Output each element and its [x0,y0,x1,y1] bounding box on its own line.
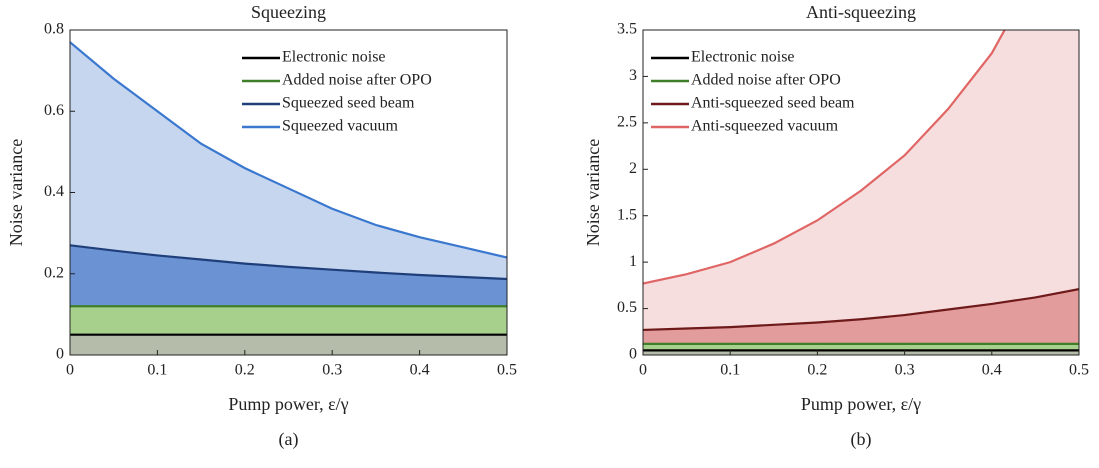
y-tick-label: 0.6 [44,102,64,119]
y-tick-label: 0.4 [44,183,64,200]
panel: 0 0.2 0.4 0.6 0.8 0 0.1 0.2 0.3 0.4 0.5 Squeezing Pu… [6,2,517,450]
y-tick-label: 1 [629,253,637,270]
x-tick-label: 0 [639,362,647,379]
y-axis-label: Noise variance [6,139,26,246]
caption: (b) [851,429,872,450]
y-tick-label: 0.5 [617,299,637,316]
legend-label: Added noise after OPO [691,72,841,89]
x-tick-label: 0.2 [235,362,255,379]
legend-label: Anti-squeezed seed beam [691,95,855,112]
area-fill [643,30,1079,330]
panel: 0 0.5 1 1.5 2 2.5 3 3.5 0 0.1 0.2 0.3 0.4 0.5 Anti-squ… [583,2,1089,450]
legend-label: Anti-squeezed vacuum [691,118,839,135]
legend-label: Electronic noise [691,49,795,66]
area-fill [70,306,507,335]
chart-title: Anti-squeezing [806,2,916,22]
plot-area [70,41,507,355]
series-line [70,41,507,259]
x-axis-label: Pump power, ε/γ [228,394,348,414]
area-fill [70,245,507,307]
series-line [643,287,1079,332]
caption: (a) [279,429,299,450]
y-tick-label: 2 [629,160,637,177]
legend-label: Electronic noise [282,49,386,66]
legend-label: Squeezed seed beam [282,95,415,112]
area-fill [643,350,1079,355]
x-tick-label: 0.5 [497,362,517,379]
y-axis-label: Noise variance [583,139,603,246]
x-tick-label: 0.3 [895,362,915,379]
series-line [70,244,507,281]
series-line [643,30,1006,285]
x-tick-label: 0.2 [807,362,827,379]
area-fill [70,42,507,280]
y-tick-label: 0.2 [44,264,64,281]
x-tick-label: 0.3 [322,362,342,379]
y-tick-label: 0 [56,346,64,363]
x-tick-label: 0.1 [720,362,740,379]
y-tick-label: 3.5 [617,21,637,38]
y-tick-label: 2.5 [617,114,637,131]
y-tick-label: 1.5 [617,206,637,223]
area-fill [643,289,1079,344]
x-tick-label: 0 [66,362,74,379]
plot-frame [642,29,1080,356]
x-tick-label: 0.5 [1069,362,1089,379]
x-tick-label: 0.4 [982,362,1002,379]
area-fill [643,343,1079,351]
x-tick-label: 0.4 [410,362,430,379]
chart-title: Squeezing [251,2,326,22]
legend-label: Squeezed vacuum [282,118,399,135]
area-fill [70,334,507,355]
y-tick-label: 0 [629,346,637,363]
x-tick-label: 0.1 [147,362,167,379]
legend-label: Added noise after OPO [282,72,432,89]
x-axis-label: Pump power, ε/γ [801,394,921,414]
y-tick-label: 0.8 [44,21,64,38]
plot-area [643,30,1079,355]
y-tick-label: 3 [629,67,637,84]
